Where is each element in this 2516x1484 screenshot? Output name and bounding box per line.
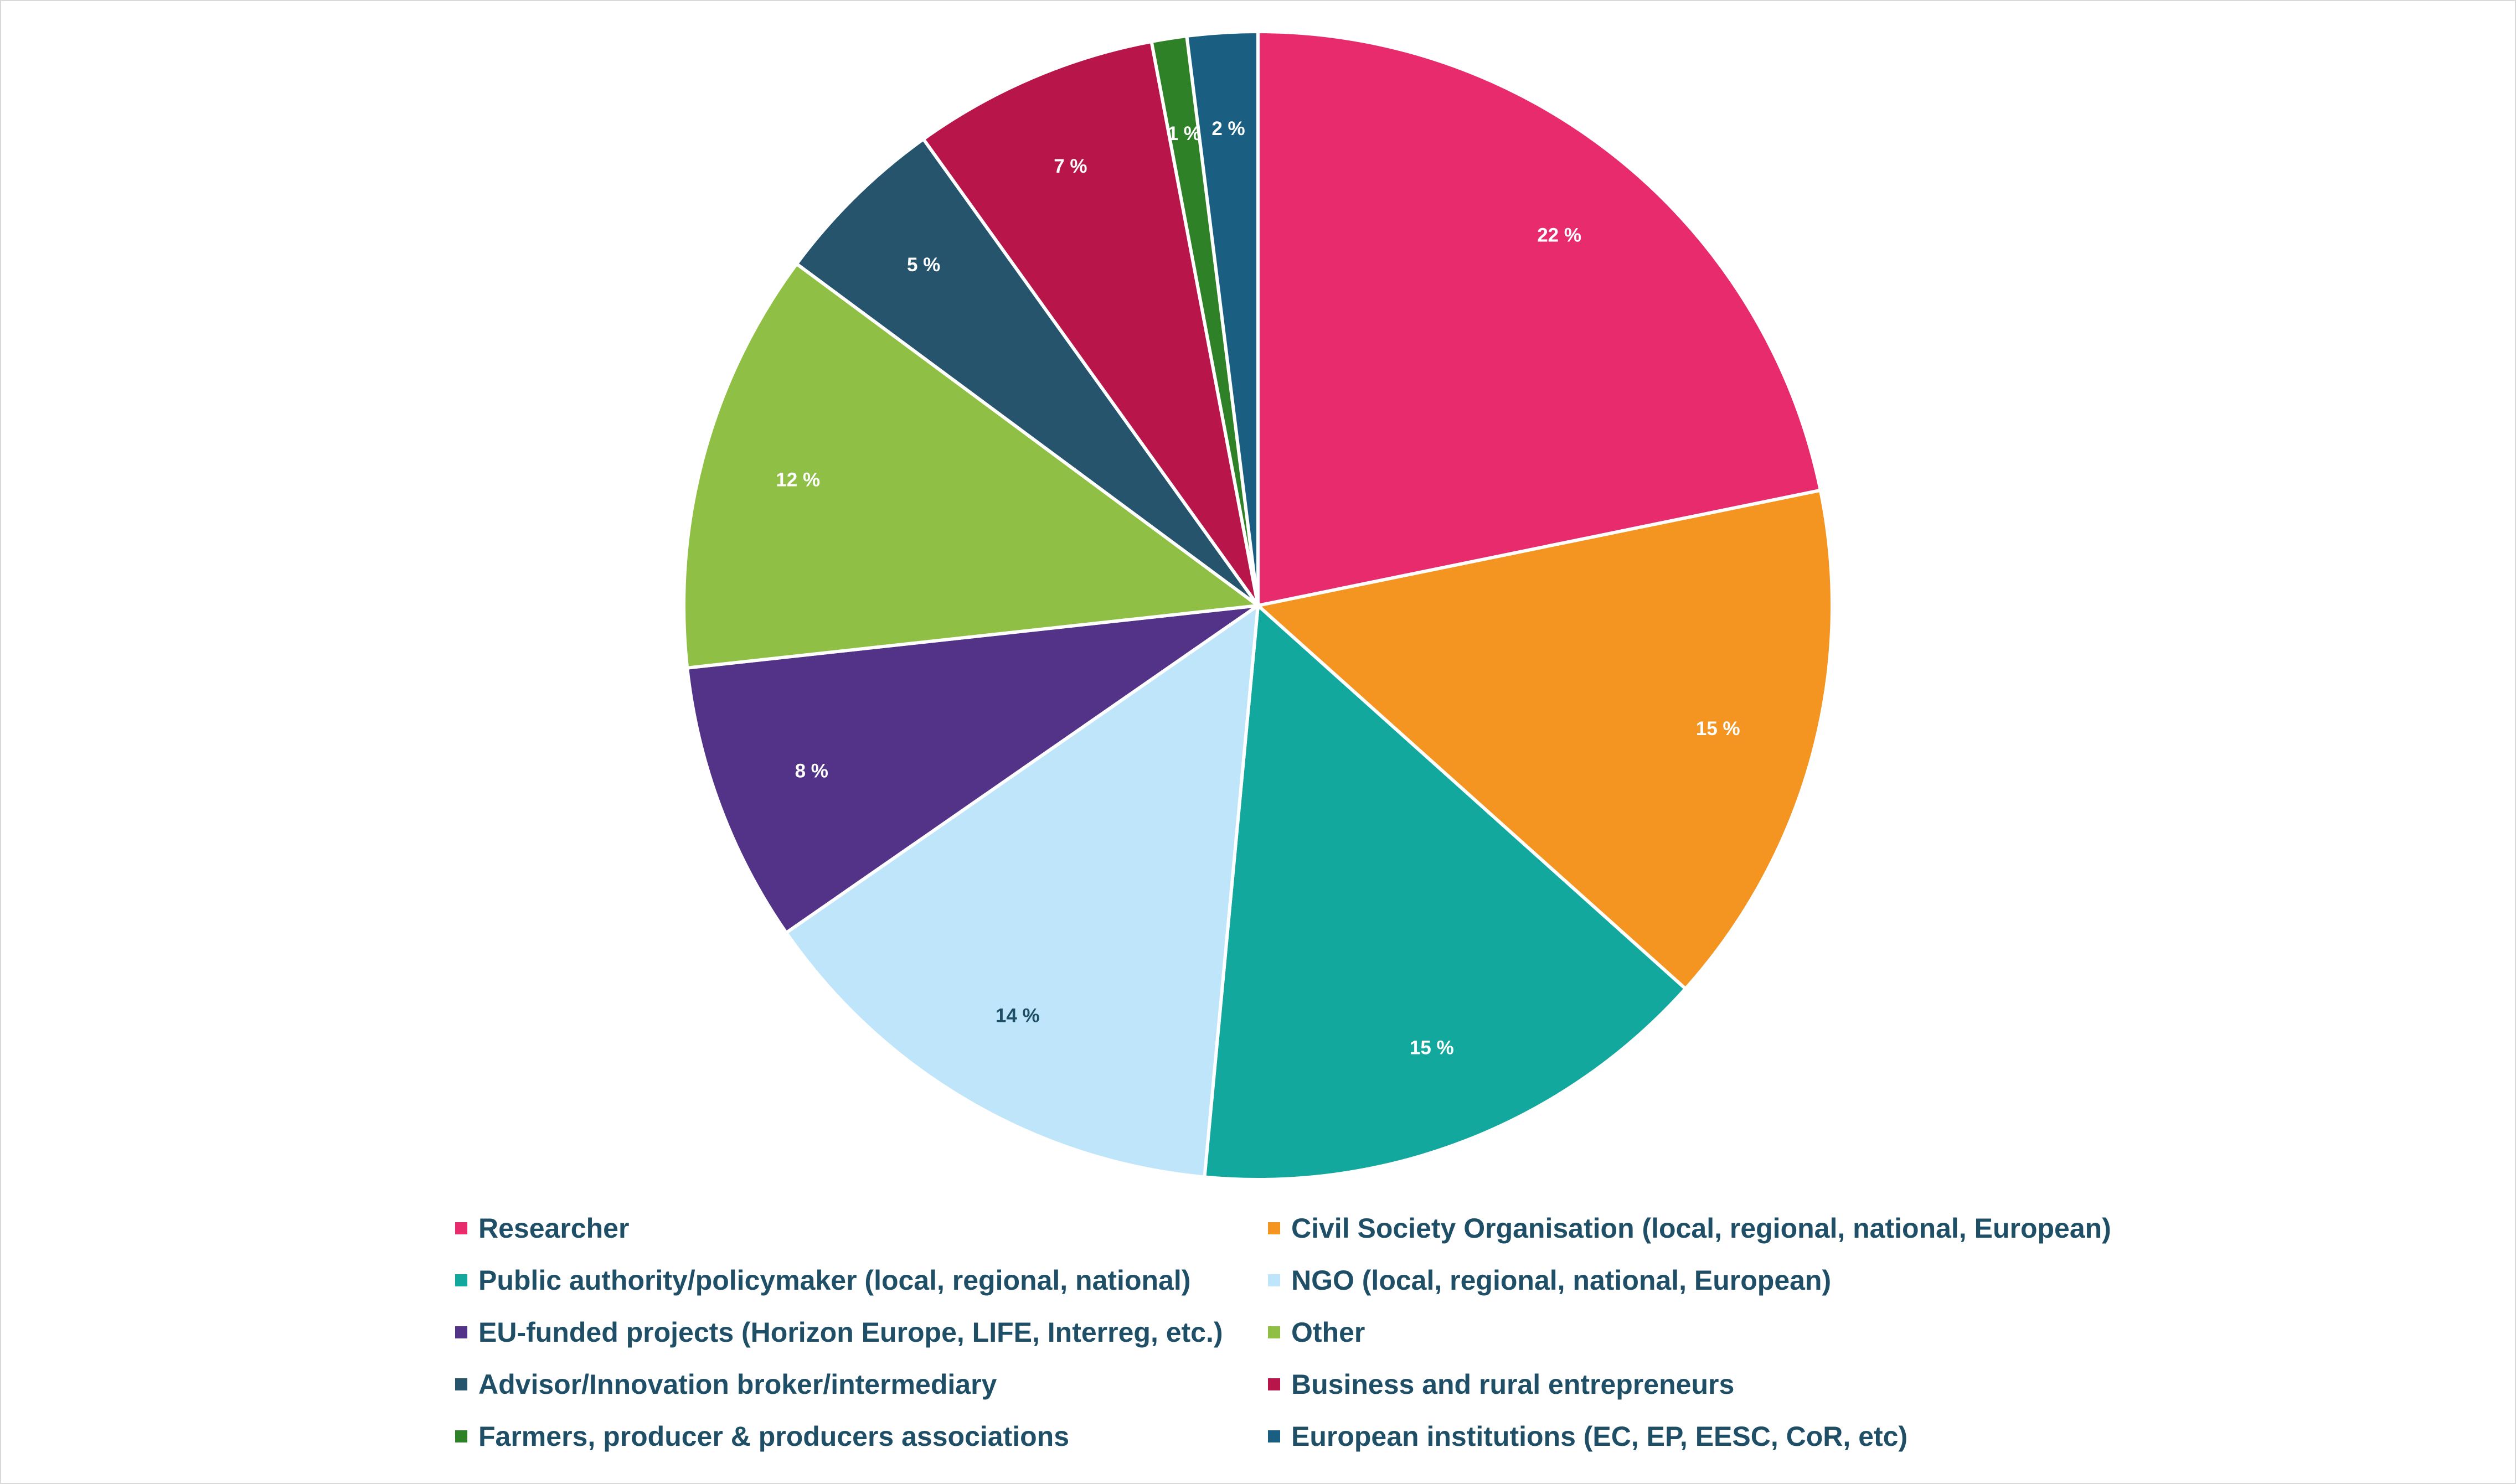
chart-legend: Researcher Civil Society Organisation (lo… — [455, 1213, 2111, 1452]
slice-label-9: 2 % — [1211, 118, 1245, 139]
pie-slice-3 — [783, 602, 1260, 1179]
slice-label-6: 5 % — [907, 254, 940, 276]
pie-slice-7 — [921, 39, 1260, 607]
legend-item-7: Business and rural entrepreneurs — [1268, 1369, 2099, 1400]
legend-label-6: Advisor/Innovation broker/intermediary — [478, 1369, 997, 1400]
legend-item-0: Researcher — [455, 1213, 1268, 1244]
legend-swatch-4 — [455, 1326, 467, 1338]
slice-label-0: 22 % — [1537, 224, 1581, 246]
legend-swatch-9 — [1268, 1430, 1280, 1442]
legend-item-9: European institutions (EC, EP, EESC, CoR… — [1268, 1421, 2099, 1452]
legend-swatch-0 — [455, 1222, 467, 1234]
pie-slice-9 — [1184, 29, 1260, 606]
legend-item-1: Civil Society Organisation (local, regio… — [1268, 1213, 2111, 1244]
legend-swatch-8 — [455, 1430, 467, 1442]
legend-label-7: Business and rural entrepreneurs — [1291, 1369, 1735, 1400]
legend-item-8: Farmers, producer & producers associatio… — [455, 1421, 1268, 1452]
legend-label-4: EU-funded projects (Horizon Europe, LIFE… — [478, 1317, 1223, 1348]
slice-label-5: 12 % — [776, 469, 820, 490]
legend-swatch-3 — [1268, 1274, 1280, 1286]
legend-label-8: Farmers, producer & producers associatio… — [478, 1421, 1070, 1452]
slice-label-3: 14 % — [996, 1005, 1040, 1026]
slice-label-1: 15 % — [1696, 718, 1740, 740]
pie-slice-1 — [1254, 488, 1834, 991]
legend-swatch-7 — [1268, 1378, 1280, 1390]
legend-item-6: Advisor/Innovation broker/intermediary — [455, 1369, 1268, 1400]
pie-slice-2 — [1203, 602, 1688, 1181]
legend-label-5: Other — [1291, 1317, 1365, 1348]
legend-label-0: Researcher — [478, 1213, 630, 1244]
slice-label-8: 1 % — [1168, 123, 1201, 144]
legend-label-1: Civil Society Organisation (local, regio… — [1291, 1213, 2111, 1244]
legend-swatch-1 — [1268, 1222, 1280, 1234]
pie-slice-4 — [685, 604, 1259, 935]
legend-item-5: Other — [1268, 1317, 2099, 1348]
slice-label-7: 7 % — [1054, 156, 1087, 177]
slice-label-4: 8 % — [795, 761, 828, 782]
pie-slice-5 — [682, 261, 1262, 670]
legend-label-9: European institutions (EC, EP, EESC, CoR… — [1291, 1421, 1908, 1452]
legend-label-3: NGO (local, regional, national, European… — [1291, 1265, 1832, 1296]
pie-slice-0 — [1256, 29, 1823, 608]
legend-swatch-5 — [1268, 1326, 1280, 1338]
legend-swatch-2 — [455, 1274, 467, 1286]
pie-slice-6 — [794, 137, 1260, 607]
legend-item-4: EU-funded projects (Horizon Europe, LIFE… — [455, 1317, 1268, 1348]
legend-item-3: NGO (local, regional, national, European… — [1268, 1265, 2099, 1296]
legend-label-2: Public authority/policymaker (local, reg… — [478, 1265, 1191, 1296]
legend-swatch-6 — [455, 1378, 467, 1390]
slice-label-2: 15 % — [1410, 1037, 1454, 1059]
legend-item-2: Public authority/policymaker (local, reg… — [455, 1265, 1268, 1296]
